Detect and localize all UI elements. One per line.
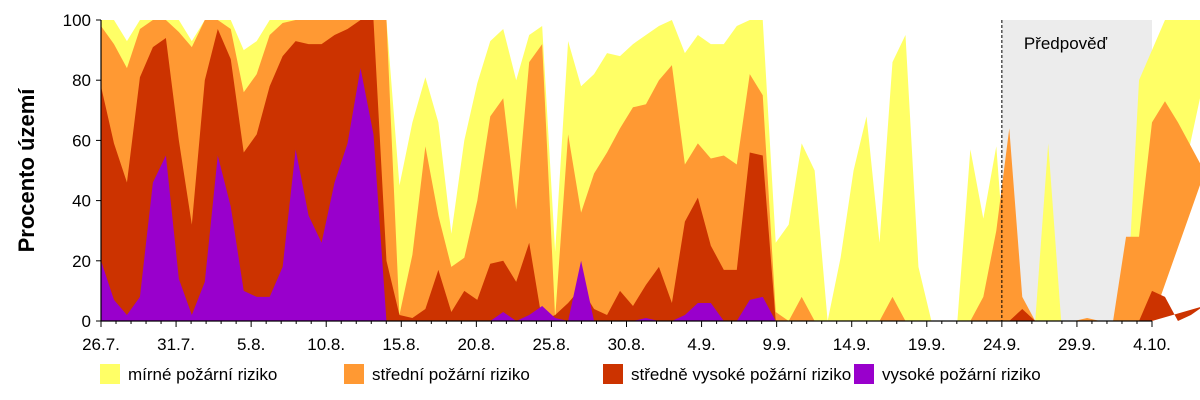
x-tick-label: 14.9. (833, 335, 871, 354)
y-tick-label: 40 (72, 192, 91, 211)
legend-swatch (854, 364, 874, 384)
x-tick-label: 4.10. (1133, 335, 1171, 354)
x-tick-label: 26.7. (82, 335, 120, 354)
x-tick-label: 9.9. (762, 335, 790, 354)
legend-label: vysoké požární riziko (882, 365, 1041, 384)
x-tick-label: 20.8. (457, 335, 495, 354)
legend-label: středně vysoké požární riziko (631, 365, 851, 384)
y-tick-label: 60 (72, 131, 91, 150)
series-area-1 (101, 68, 1152, 321)
y-axis-label: Procento území (14, 88, 39, 253)
legend-swatch (100, 364, 120, 384)
x-tick-label: 24.9. (983, 335, 1021, 354)
y-tick-label: 80 (72, 71, 91, 90)
x-tick-labels: 26.7. 31.7. 5.8. 10.8. 15.8. 20.8. 25.8. 30.8. 4… (82, 335, 1171, 354)
y-tick-label: 0 (82, 312, 91, 331)
axes (96, 19, 1153, 327)
y-tick-label: 20 (72, 252, 91, 271)
x-tick-label: 30.8. (608, 335, 646, 354)
forecast-label: Předpověď (1024, 34, 1108, 53)
series-areas (101, 20, 1200, 321)
y-tick-labels: 0 20 40 60 80 100 (63, 11, 91, 331)
x-tick-label: 15.8. (382, 335, 420, 354)
x-tick-label: 29.9. (1058, 335, 1096, 354)
x-tick-label: 25.8. (533, 335, 571, 354)
x-tick-label: 5.8. (237, 335, 265, 354)
legend: mírné požární riziko střední požární rizi… (100, 364, 1041, 384)
x-tick-label: 19.9. (908, 335, 946, 354)
legend-label: mírné požární riziko (128, 365, 277, 384)
legend-label: střední požární riziko (372, 365, 530, 384)
x-tick-label: 4.9. (687, 335, 715, 354)
legend-swatch (603, 364, 623, 384)
y-tick-label: 100 (63, 11, 91, 30)
legend-swatch (344, 364, 364, 384)
x-tick-label: 31.7. (157, 335, 195, 354)
x-tick-label: 10.8. (307, 335, 345, 354)
